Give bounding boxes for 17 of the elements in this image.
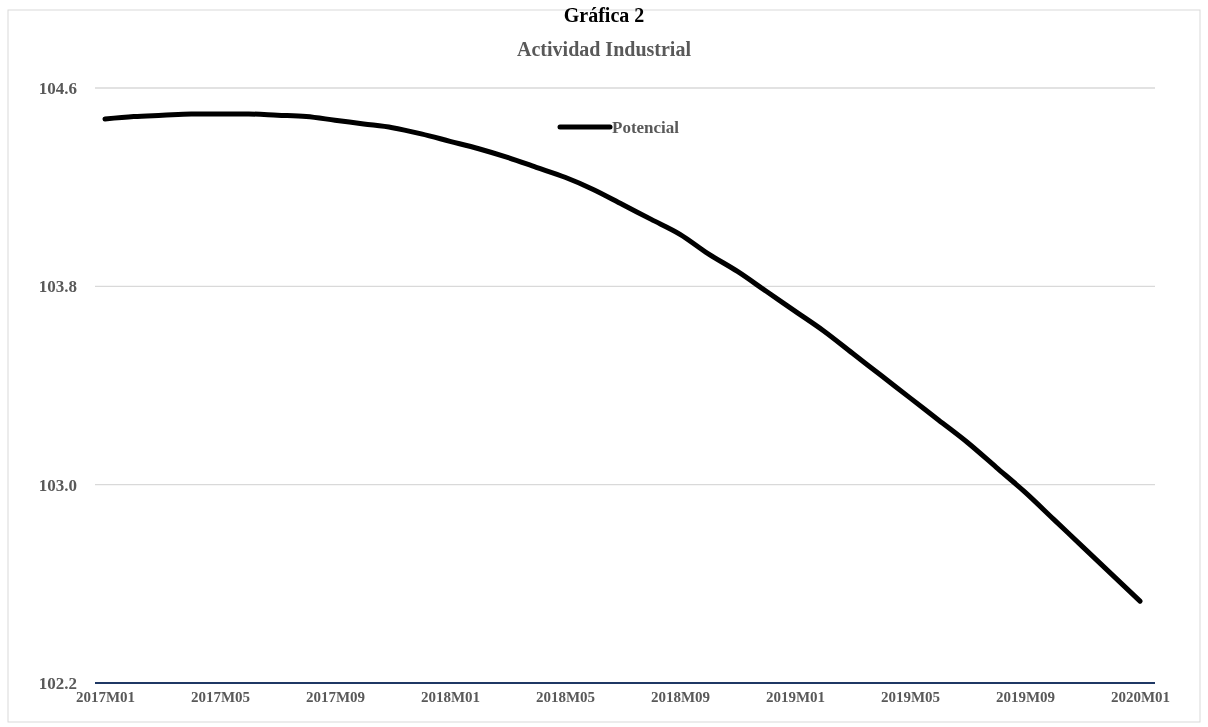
- y-tick-label: 104.6: [38, 78, 77, 98]
- legend-label: Potencial: [612, 118, 680, 137]
- x-tick-label: 2019M05: [880, 688, 941, 705]
- y-tick-label: 103.8: [38, 277, 77, 297]
- chart-title: Actividad Industrial: [517, 38, 692, 60]
- x-tick-label: 2018M01: [420, 688, 481, 705]
- text: Gráfica 2: [563, 4, 645, 26]
- x-tick-label: 2017M09: [305, 688, 366, 705]
- x-tick-label: 2019M01: [765, 688, 826, 705]
- y-tick-label: 102.2: [38, 673, 77, 693]
- x-tick-label: 2018M05: [535, 688, 596, 705]
- x-tick-label: 2020M01: [1110, 688, 1171, 705]
- x-tick-label: 2018M09: [650, 688, 711, 705]
- x-tick-label: 2017M01: [75, 688, 136, 705]
- y-tick-label: 103.0: [38, 475, 77, 495]
- x-tick-label: 2019M09: [995, 688, 1056, 705]
- x-tick-label: 2017M05: [190, 688, 251, 705]
